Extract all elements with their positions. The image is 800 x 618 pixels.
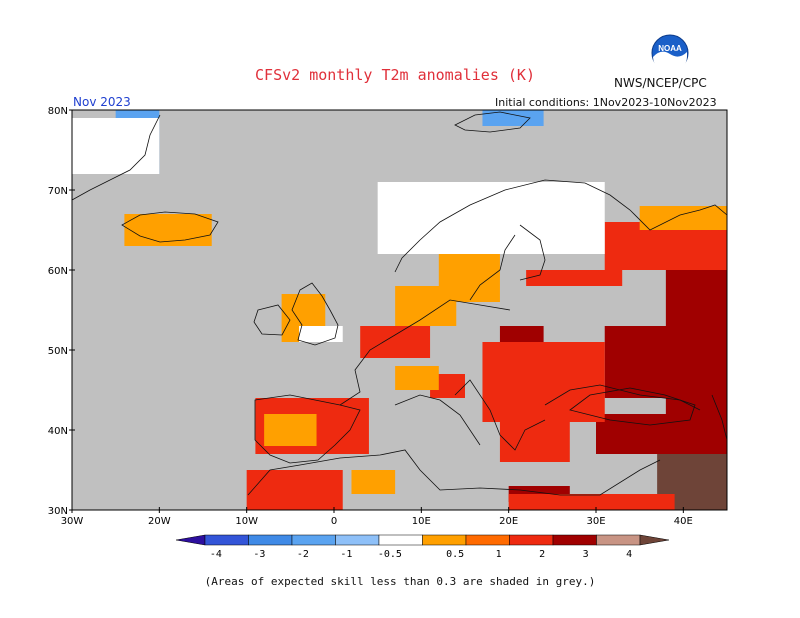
longitude-axis: 30W 20W 10W 0 10E 20E 30E 40E: [61, 507, 693, 527]
lat-tick-label: 60N: [48, 266, 68, 277]
lon-tick-label: 20W: [148, 516, 171, 527]
colorbar-tick-label: -3: [253, 549, 265, 560]
coast-greenland: [72, 114, 161, 201]
lon-tick-label: 30E: [586, 516, 605, 527]
colorbar-tick-label: 3: [583, 549, 589, 560]
valid-month-label: Nov 2023: [73, 95, 131, 109]
colorbar-tick-label: -1: [340, 549, 352, 560]
colorbar-max-arrow: [639, 534, 670, 546]
colorbar-min-arrow: [175, 534, 206, 546]
coast-north-africa: [247, 449, 661, 496]
lon-tick-label: 0: [331, 516, 337, 527]
latitude-axis: 80N 70N 60N 50N 40N 30N: [48, 106, 75, 517]
anomaly-region-12: [360, 326, 431, 358]
colorbar-tick-label: -4: [210, 549, 222, 560]
coast-iberia: [254, 394, 361, 464]
lon-tick-label: 10W: [235, 516, 258, 527]
initial-conditions-label: Initial conditions: 1Nov2023-10Nov2023: [495, 96, 717, 109]
coast-britain: [291, 282, 339, 346]
colorbar-tick-label: -2: [297, 549, 309, 560]
noaa-logo: NOAA: [651, 34, 689, 72]
agency-label: NWS/NCEP/CPC: [614, 76, 707, 90]
anomaly-region-19: [395, 286, 457, 326]
colorbar-box: [422, 534, 467, 546]
colorbar-box: [335, 534, 380, 546]
colorbar-box: [552, 534, 597, 546]
colorbar-box: [291, 534, 336, 546]
coast-iceland: [121, 211, 219, 243]
map-frame: [71, 109, 728, 511]
anomaly-region-11: [499, 422, 570, 462]
coast-black-sea: [569, 387, 696, 426]
anomaly-region-22: [264, 414, 317, 446]
coast-europe: [339, 299, 701, 451]
anomaly-region-16: [508, 494, 675, 510]
coast-ireland: [253, 304, 291, 336]
anomaly-region-14: [246, 470, 343, 510]
colorbar-tick-label: 2: [539, 549, 545, 560]
colorbar-box: [596, 534, 641, 546]
anomaly-region-21: [395, 366, 439, 390]
colorbar-labels: -4 -3 -2 -1 -0.5 0.5 1 2 3 4: [210, 549, 632, 560]
coastlines: [72, 111, 727, 496]
anomaly-region-23: [351, 470, 396, 494]
lon-tick-label: 10E: [412, 516, 431, 527]
colorbar-tick-label: 0.5: [446, 549, 464, 560]
coast-svalbard: [454, 111, 531, 133]
lon-tick-label: 20E: [499, 516, 518, 527]
anomaly-regions: [72, 110, 727, 510]
colorbar-tick-label: -0.5: [378, 549, 402, 560]
lat-tick-label: 30N: [48, 506, 68, 517]
page-title: CFSv2 monthly T2m anomalies (K): [255, 66, 535, 84]
skill-footnote: (Areas of expected skill less than 0.3 a…: [204, 575, 596, 588]
lon-tick-label: 30W: [61, 516, 84, 527]
coast-scandinavia: [394, 179, 727, 301]
lat-tick-label: 50N: [48, 346, 68, 357]
colorbar-tick-label: 4: [626, 549, 632, 560]
colorbar-box: [509, 534, 554, 546]
anomaly-region-28: [72, 118, 160, 174]
colorbar-boxes: [175, 534, 670, 546]
anomaly-region-17: [124, 214, 212, 246]
colorbar-box: [465, 534, 510, 546]
lat-tick-label: 40N: [48, 426, 68, 437]
colorbar-tick-label: 1: [496, 549, 502, 560]
coast-caspian: [711, 394, 727, 441]
anomaly-region-9: [526, 270, 623, 286]
anomaly-region-4: [604, 326, 727, 398]
colorbar-box: [378, 534, 423, 546]
anomaly-region-10: [482, 342, 605, 422]
anomaly-region-24: [639, 206, 727, 230]
logo-text: NOAA: [658, 44, 682, 53]
lat-tick-label: 70N: [48, 186, 68, 197]
colorbar-box: [204, 534, 249, 546]
colorbar-box: [248, 534, 293, 546]
anomaly-region-27: [377, 182, 605, 254]
anomaly-region-29: [299, 326, 343, 342]
lat-tick-label: 80N: [48, 106, 68, 117]
anomaly-region-26: [482, 110, 544, 126]
lon-tick-label: 40E: [674, 516, 693, 527]
